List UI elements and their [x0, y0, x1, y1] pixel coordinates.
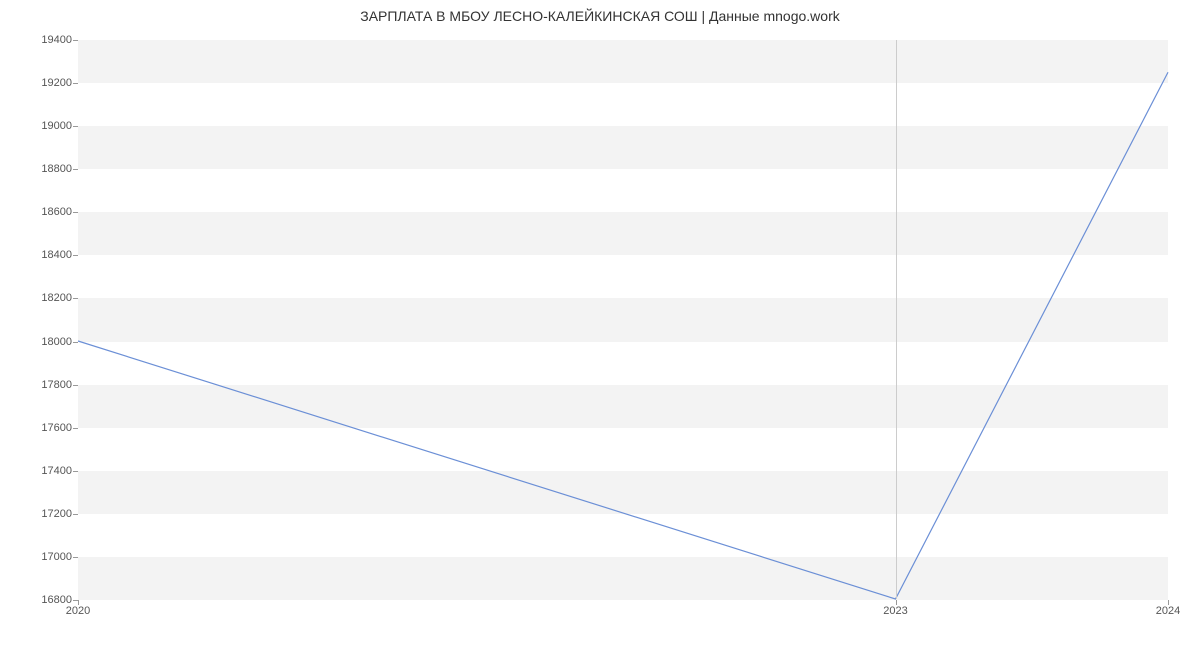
- plot-area: [78, 40, 1168, 600]
- y-tick-label: 18800: [12, 163, 72, 175]
- line-series: [78, 72, 1168, 599]
- y-tick-mark: [73, 212, 78, 213]
- y-tick-mark: [73, 40, 78, 41]
- y-tick-mark: [73, 557, 78, 558]
- y-tick-label: 17400: [12, 465, 72, 477]
- y-tick-label: 17000: [12, 551, 72, 563]
- x-tick-label: 2023: [883, 605, 907, 617]
- y-tick-mark: [73, 471, 78, 472]
- y-tick-label: 18400: [12, 249, 72, 261]
- y-tick-mark: [73, 126, 78, 127]
- y-tick-mark: [73, 428, 78, 429]
- y-tick-label: 16800: [12, 594, 72, 606]
- y-tick-mark: [73, 255, 78, 256]
- y-tick-label: 17600: [12, 422, 72, 434]
- y-tick-label: 18600: [12, 206, 72, 218]
- y-tick-mark: [73, 514, 78, 515]
- y-tick-label: 18200: [12, 292, 72, 304]
- line-series-layer: [78, 40, 1168, 599]
- x-tick-label: 2024: [1156, 605, 1180, 617]
- grid-vline: [896, 40, 897, 599]
- y-tick-label: 17200: [12, 508, 72, 520]
- chart-container: ЗАРПЛАТА В МБОУ ЛЕСНО-КАЛЕЙКИНСКАЯ СОШ |…: [0, 0, 1200, 650]
- y-tick-mark: [73, 385, 78, 386]
- y-tick-label: 18000: [12, 336, 72, 348]
- chart-title: ЗАРПЛАТА В МБОУ ЛЕСНО-КАЛЕЙКИНСКАЯ СОШ |…: [0, 8, 1200, 24]
- y-tick-label: 19000: [12, 120, 72, 132]
- x-tick-mark: [896, 600, 897, 605]
- x-tick-mark: [78, 600, 79, 605]
- x-tick-mark: [1168, 600, 1169, 605]
- y-tick-mark: [73, 169, 78, 170]
- y-tick-mark: [73, 83, 78, 84]
- y-tick-label: 17800: [12, 379, 72, 391]
- y-tick-label: 19200: [12, 77, 72, 89]
- y-tick-mark: [73, 342, 78, 343]
- y-tick-mark: [73, 298, 78, 299]
- y-tick-label: 19400: [12, 34, 72, 46]
- x-tick-label: 2020: [66, 605, 90, 617]
